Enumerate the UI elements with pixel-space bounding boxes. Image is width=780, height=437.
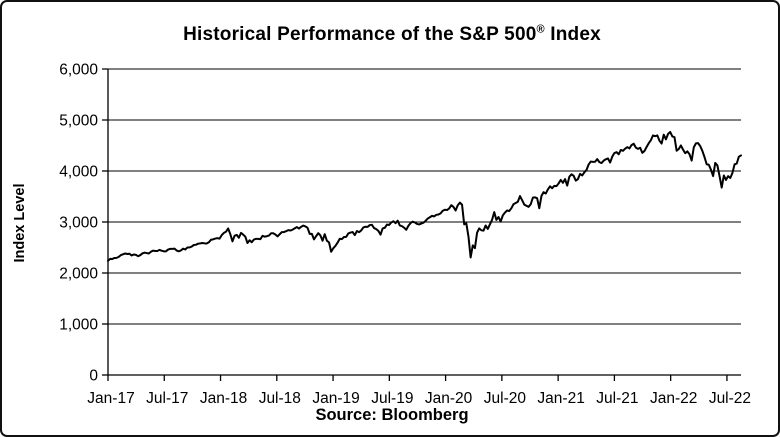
x-tick-label: Jan-17 xyxy=(87,390,134,407)
sp500-line xyxy=(107,130,742,262)
x-tick-label: Jul-19 xyxy=(371,390,413,407)
x-tick-label: Jul-21 xyxy=(596,390,638,407)
x-tick-label: Jan-18 xyxy=(200,390,247,407)
y-tick-label: 0 xyxy=(89,368,98,385)
y-tick-label: 6,000 xyxy=(59,62,98,79)
chart-title-suffix: Index xyxy=(544,24,601,45)
y-tick-label: 1,000 xyxy=(59,317,98,334)
x-tick-label: Jul-17 xyxy=(146,390,188,407)
x-tick-label: Jul-20 xyxy=(484,390,527,407)
y-axis-title: Index Level xyxy=(12,183,28,263)
y-tick-label: 3,000 xyxy=(59,215,98,232)
y-tick-label: 4,000 xyxy=(59,164,98,181)
source-caption: Source: Bloomberg xyxy=(315,406,469,424)
y-tick-label: 5,000 xyxy=(59,113,98,130)
gridlines-group xyxy=(108,68,741,376)
x-tick-label: Jan-19 xyxy=(312,390,359,407)
tick-labels-group: 0 1,000 2,000 3,000 4,000 5,000 6,000 Jan-17 Jul… xyxy=(59,62,751,408)
registered-trademark-symbol: ® xyxy=(536,23,545,36)
x-tick-label: Jan-21 xyxy=(537,390,584,407)
axes-group xyxy=(102,68,741,381)
x-tick-label: Jan-20 xyxy=(425,390,473,407)
series-group xyxy=(107,130,742,262)
x-tick-label: Jul-18 xyxy=(259,390,301,407)
y-tick-label: 2,000 xyxy=(59,266,98,283)
x-tick-label: Jul-22 xyxy=(709,390,751,407)
chart-title: Historical Performance of the S&P 500® I… xyxy=(2,23,778,46)
x-tick-label: Jan-22 xyxy=(650,390,697,407)
chart-title-main: Historical Performance of the S&P 500 xyxy=(183,24,537,45)
